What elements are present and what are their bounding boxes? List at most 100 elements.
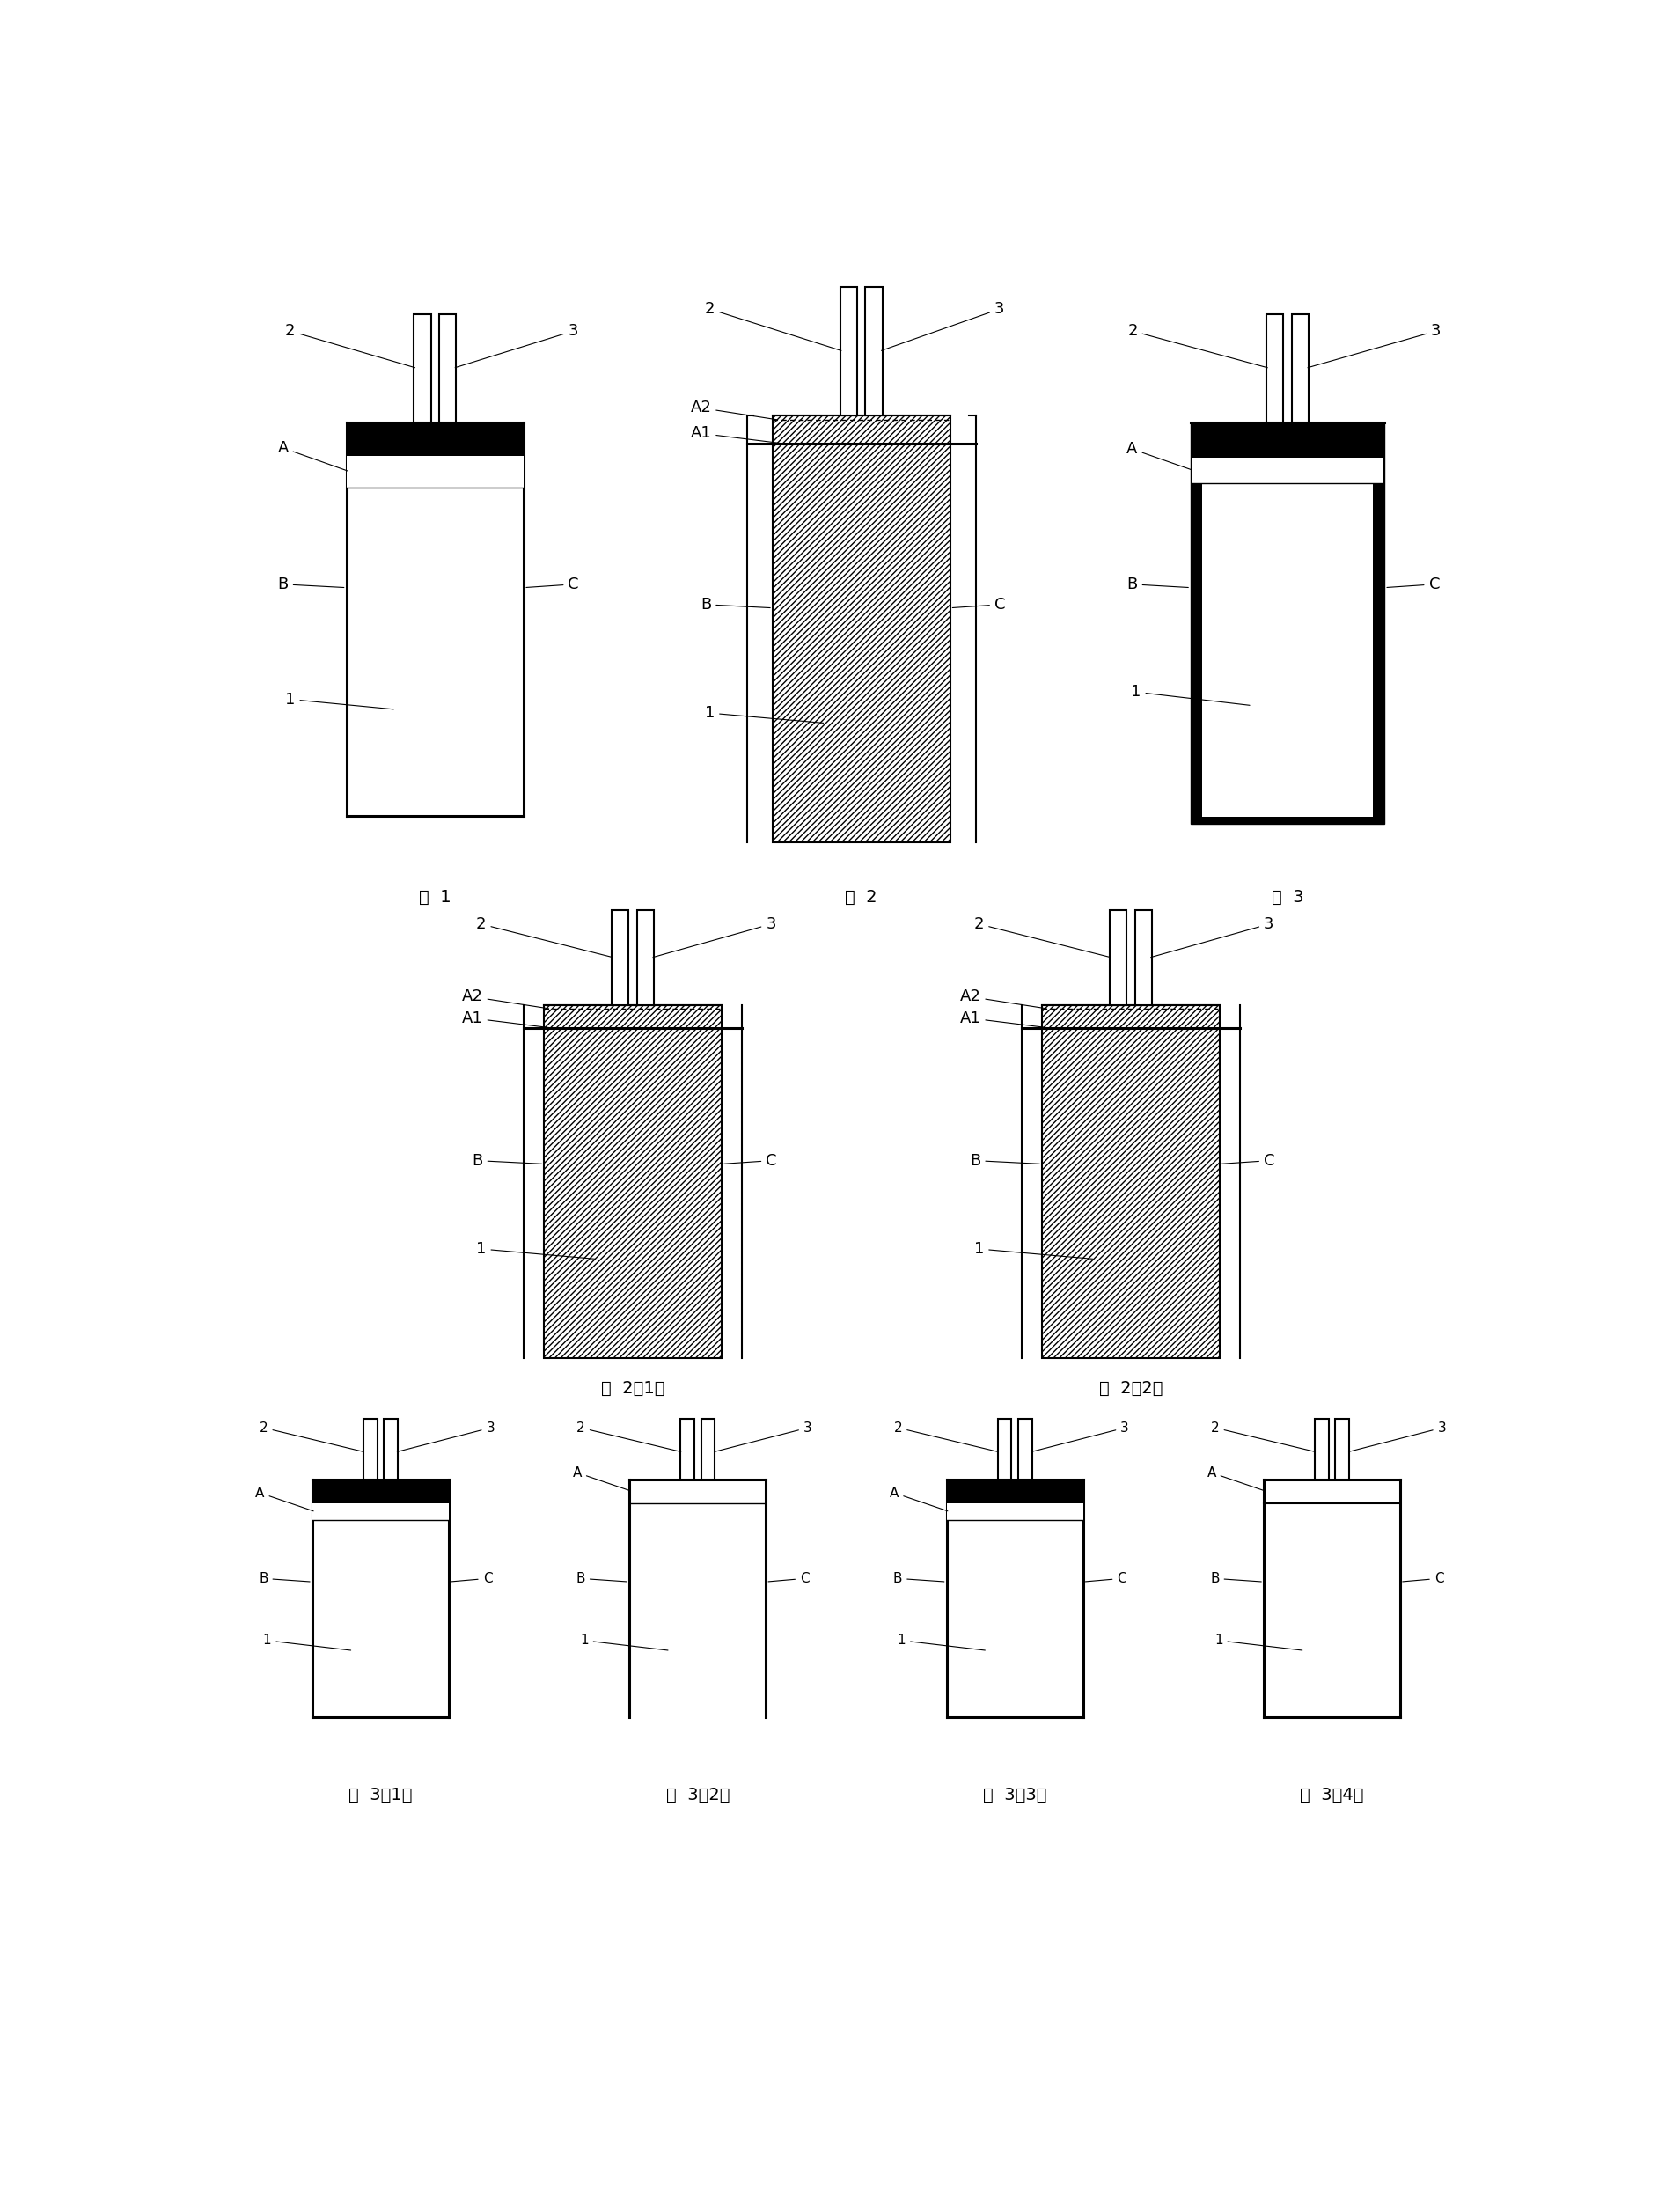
Text: 1: 1	[1215, 1634, 1302, 1649]
Text: 1: 1	[704, 705, 823, 723]
Text: C: C	[724, 1152, 776, 1170]
Bar	[1191, 422, 1384, 458]
Bar	[1336, 1419, 1349, 1479]
Text: B: B	[701, 597, 769, 612]
Bar	[865, 287, 882, 416]
Text: A: A	[1127, 442, 1191, 471]
Text: B: B	[969, 1152, 1040, 1170]
Text: C: C	[452, 1572, 492, 1585]
Bar	[544, 1006, 721, 1358]
Text: 1: 1	[1131, 683, 1250, 705]
Text: C: C	[1221, 1152, 1275, 1170]
Text: 图  1: 图 1	[418, 889, 452, 904]
Text: A2: A2	[462, 988, 549, 1008]
Bar	[998, 1419, 1011, 1479]
Text: 1: 1	[262, 1634, 351, 1649]
Text: 图  2（2）: 图 2（2）	[1099, 1380, 1163, 1397]
Text: C: C	[1388, 577, 1440, 593]
Text: A: A	[573, 1466, 630, 1490]
Text: 3: 3	[1307, 323, 1441, 367]
Text: A1: A1	[462, 1010, 553, 1028]
Text: 2: 2	[974, 915, 1110, 957]
Text: 3: 3	[396, 1422, 496, 1453]
Text: 2: 2	[1127, 323, 1267, 367]
Bar	[1109, 911, 1127, 1006]
Bar	[1203, 431, 1373, 818]
Text: B: B	[277, 577, 344, 593]
Text: B: B	[1127, 577, 1188, 593]
Text: C: C	[1403, 1572, 1443, 1585]
Bar	[312, 1479, 449, 1503]
Text: B: B	[576, 1572, 627, 1585]
Text: 3: 3	[654, 915, 776, 957]
Text: 图  2: 图 2	[845, 889, 877, 904]
Text: 1: 1	[286, 692, 393, 710]
Text: 2: 2	[704, 301, 842, 352]
Bar	[701, 1419, 714, 1479]
Bar	[680, 1419, 694, 1479]
Text: 图  3（1）: 图 3（1）	[349, 1786, 412, 1804]
Bar	[946, 1479, 1084, 1503]
Bar	[413, 314, 432, 422]
Text: 3: 3	[714, 1422, 811, 1453]
Text: 2: 2	[475, 915, 613, 957]
Text: 3: 3	[1032, 1422, 1129, 1453]
Bar	[840, 287, 857, 416]
Text: 图  3: 图 3	[1272, 889, 1304, 904]
Bar	[946, 1479, 1084, 1718]
Text: B: B	[259, 1572, 309, 1585]
Bar	[1315, 1419, 1329, 1479]
Bar	[312, 1479, 449, 1718]
Text: A: A	[1206, 1466, 1265, 1490]
Bar	[612, 911, 628, 1006]
Text: 图  3（4）: 图 3（4）	[1300, 1786, 1364, 1804]
Text: B: B	[894, 1572, 944, 1585]
Text: 2: 2	[259, 1422, 365, 1453]
Bar	[1018, 1419, 1032, 1479]
Text: C: C	[768, 1572, 810, 1585]
Text: A: A	[277, 440, 348, 471]
Bar	[946, 1503, 1084, 1521]
Text: A1: A1	[959, 1010, 1050, 1028]
Text: 3: 3	[882, 301, 1005, 352]
Text: A: A	[255, 1486, 314, 1510]
Bar	[1191, 422, 1384, 825]
Bar	[1042, 1006, 1220, 1358]
Text: 2: 2	[1211, 1422, 1315, 1453]
Text: 3: 3	[1151, 915, 1273, 957]
Text: A2: A2	[690, 400, 778, 420]
Text: 1: 1	[974, 1240, 1094, 1258]
Text: 2: 2	[286, 323, 415, 367]
Text: A1: A1	[690, 425, 781, 442]
Text: B: B	[1210, 1572, 1262, 1585]
Text: C: C	[526, 577, 580, 593]
Bar	[630, 1479, 766, 1718]
Text: 2: 2	[894, 1422, 998, 1453]
Text: 1: 1	[475, 1240, 595, 1258]
Bar	[1263, 1479, 1399, 1718]
Bar	[346, 455, 524, 486]
Bar	[438, 314, 457, 422]
Text: 2: 2	[576, 1422, 680, 1453]
Bar	[637, 911, 654, 1006]
Text: A2: A2	[959, 988, 1047, 1008]
Text: B: B	[472, 1152, 541, 1170]
Bar	[773, 416, 949, 842]
Text: A: A	[890, 1486, 948, 1510]
Bar	[346, 422, 524, 455]
Text: C: C	[953, 597, 1005, 612]
Text: 3: 3	[1349, 1422, 1446, 1453]
Text: 图  3（3）: 图 3（3）	[983, 1786, 1047, 1804]
Text: 1: 1	[580, 1634, 669, 1649]
Bar	[1193, 458, 1383, 484]
Bar	[1267, 314, 1284, 422]
Bar	[1292, 314, 1309, 422]
Text: C: C	[1085, 1572, 1127, 1585]
Bar	[1134, 911, 1152, 1006]
Text: 3: 3	[455, 323, 578, 367]
Text: 图  3（2）: 图 3（2）	[665, 1786, 729, 1804]
Bar	[346, 422, 524, 816]
Text: 图  2（1）: 图 2（1）	[601, 1380, 665, 1397]
Bar	[312, 1503, 449, 1521]
Bar	[385, 1419, 398, 1479]
